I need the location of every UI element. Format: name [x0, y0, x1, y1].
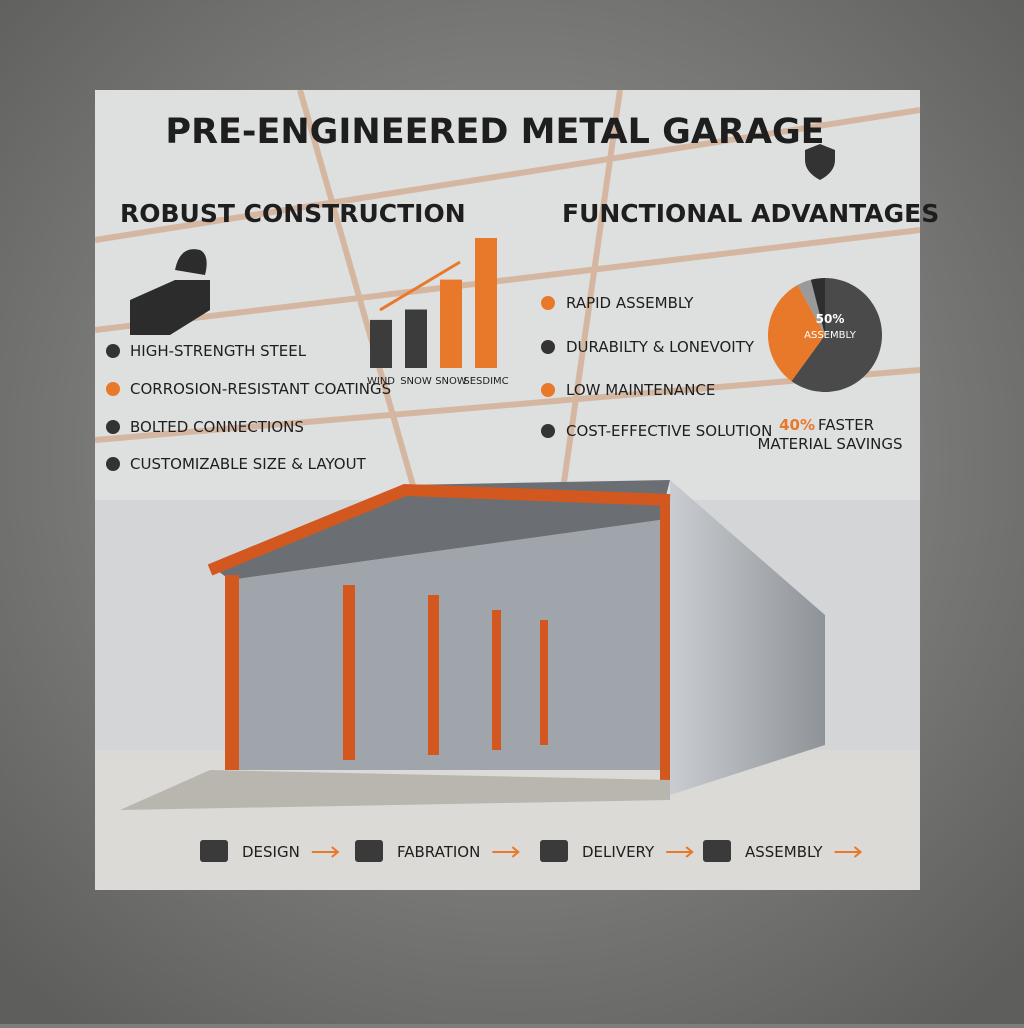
- section-heading: ROBUST CONSTRUCTION: [120, 199, 466, 228]
- bullet-icon: [541, 296, 555, 310]
- feature-item: HIGH-STRENGTH STEEL: [130, 342, 307, 360]
- step-icon: [703, 840, 731, 862]
- step-label: FABRATION: [397, 843, 480, 861]
- bullet-icon: [106, 420, 120, 434]
- stat-pct: 40%: [779, 416, 815, 434]
- feature-item: CORROSION-RESISTANT COATINGS: [130, 380, 391, 398]
- shield-icon: [805, 144, 835, 180]
- step-arrow: [666, 846, 694, 858]
- bar-label: SESDIMC: [463, 376, 508, 387]
- bar: [440, 279, 462, 368]
- arm-icon: [175, 249, 207, 275]
- pie-slice: [810, 278, 825, 335]
- bar: [405, 309, 427, 368]
- step-icon: [540, 840, 568, 862]
- pie-label: ASSEMBLY: [804, 330, 857, 341]
- trend-arrow: [379, 260, 461, 312]
- bullet-icon: [541, 340, 555, 354]
- step-icon: [200, 840, 228, 862]
- step-arrow: [834, 846, 863, 858]
- bullet-icon: [541, 383, 555, 397]
- step-arrow: [311, 846, 340, 858]
- pie-slice: [791, 278, 882, 392]
- bullet-icon: [541, 424, 555, 438]
- stat-text: FASTER: [818, 416, 874, 434]
- step-icon: [355, 840, 383, 862]
- feature-item: BOLTED CONNECTIONS: [130, 418, 304, 436]
- bar-label: SNOW: [435, 376, 467, 387]
- pie-slice: [768, 285, 825, 382]
- feature-item: COST-EFFECTIVE SOLUTION: [566, 422, 772, 440]
- bar: [475, 238, 497, 368]
- title: PRE-ENGINEERED METAL GARAGE: [165, 112, 824, 152]
- feature-item: CUSTOMIZABLE SIZE & LAYOUT: [130, 455, 367, 473]
- pie-slice: [797, 279, 825, 335]
- bullet-icon: [106, 457, 120, 471]
- feature-item: RAPID ASSEMBLY: [566, 294, 694, 312]
- bar: [370, 319, 392, 368]
- step-label: ASSEMBLY: [745, 843, 823, 861]
- feature-item: DURABILTY & LONEVOITY: [566, 338, 755, 356]
- bullet-icon: [106, 344, 120, 358]
- stat-sub: MATERIAL SAVINGS: [757, 435, 902, 453]
- bar-label: SNOW: [400, 376, 432, 387]
- bullet-icon: [106, 382, 120, 396]
- step-label: DESIGN: [242, 843, 300, 861]
- step-label: DELIVERY: [582, 843, 655, 861]
- bar-label: WIND: [367, 376, 395, 387]
- beam-icon: [130, 280, 210, 335]
- garage-illustration: [120, 480, 825, 810]
- feature-item: LOW MAINTENANCE: [566, 381, 715, 399]
- step-arrow: [492, 846, 520, 858]
- pie-label: 50%: [816, 312, 845, 326]
- section-heading: FUNCTIONAL ADVANTAGES: [562, 199, 939, 228]
